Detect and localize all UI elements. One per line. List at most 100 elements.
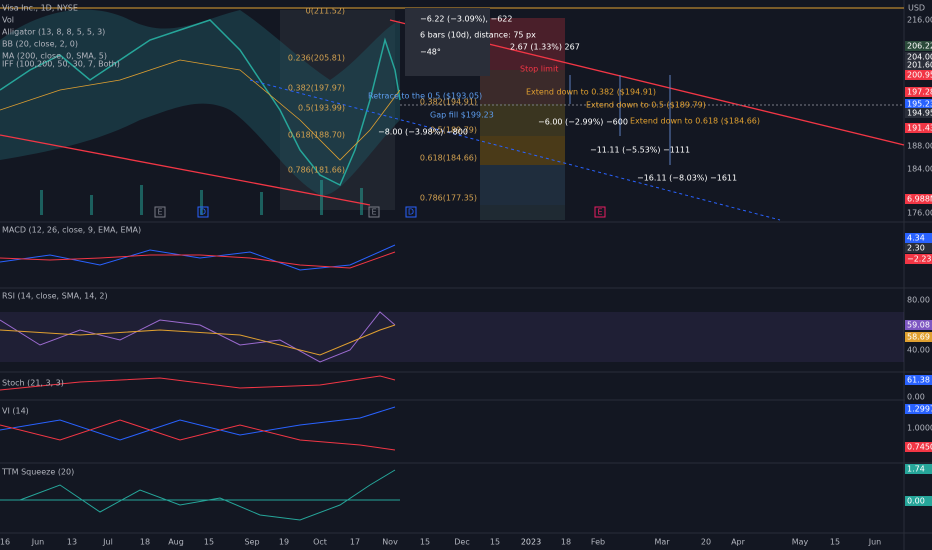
price-label: 201.60 xyxy=(907,61,932,70)
time-label: 15 xyxy=(204,538,214,547)
annotation: 6 bars (10d), distance: 75 px xyxy=(420,31,536,40)
price-tag xyxy=(905,87,932,97)
price-label: −2.23 xyxy=(907,255,932,264)
time-label: 17 xyxy=(350,538,360,547)
time-label: Nov xyxy=(382,538,398,547)
annotation: 2.67 (1.33%) 267 xyxy=(510,43,580,52)
pane-title: Stoch (21, 3, 3) xyxy=(2,379,64,388)
price-label: 191.43 xyxy=(907,124,932,133)
time-label: 19 xyxy=(279,538,289,547)
price-label: 80.00 xyxy=(907,296,930,305)
fib-level: 0.236(205.81) xyxy=(288,54,345,63)
price-tag xyxy=(905,404,932,414)
price-tag xyxy=(905,60,932,70)
annotation: Extend down to 0.382 ($194.91) xyxy=(526,88,656,97)
annotation: Gap fill $199.23 xyxy=(430,111,494,120)
vi-plus xyxy=(0,406,396,441)
price-tag xyxy=(905,52,932,62)
price-label: 200.95 xyxy=(907,71,932,80)
fib-level: 0.382(197.97) xyxy=(288,84,345,93)
price-tag xyxy=(905,464,932,474)
price-tag xyxy=(905,423,932,433)
price-label: 4.34 xyxy=(907,234,925,243)
price-tag xyxy=(905,320,932,330)
price-tag xyxy=(905,375,932,385)
rsi-line xyxy=(0,311,396,363)
price-label: 206.22 xyxy=(907,42,932,51)
annotation: −48° xyxy=(420,48,441,57)
price-tag xyxy=(905,164,932,174)
event-marker xyxy=(594,206,606,218)
event-label: D xyxy=(200,208,206,217)
time-label: 13 xyxy=(67,538,77,547)
annotation: −6.22 (−3.09%), −622 xyxy=(420,15,512,24)
price-tag xyxy=(905,41,932,51)
time-label: Jul xyxy=(102,538,113,547)
ttm-histogram xyxy=(19,469,396,521)
price-label: 0.7450 xyxy=(907,443,932,452)
annotation: Stop limit xyxy=(520,65,558,74)
price-label: 6.988M xyxy=(907,195,932,204)
indicator-legend: IFF (100,200, 50, 30, 7, Both) xyxy=(2,60,120,69)
annotation: −6.00 (−2.99%) −600 xyxy=(538,118,628,127)
price-label: 1.74 xyxy=(907,465,925,474)
price-label: 216.00 xyxy=(907,16,932,25)
fib-level: 0.382(194.91) xyxy=(420,98,477,107)
indicator-legend: Alligator (13, 8, 8, 5, 5, 3) xyxy=(2,28,105,37)
time-label: Dec xyxy=(454,538,469,547)
event-marker xyxy=(197,206,209,218)
time-label: Oct xyxy=(313,538,327,547)
time-label: Mar xyxy=(654,538,670,547)
price-label: 204.00 xyxy=(907,53,932,62)
indicator-legend: BB (20, close, 2, 0) xyxy=(2,40,78,49)
price-label: 61.38 xyxy=(907,376,930,385)
price-label: 58.69 xyxy=(907,333,930,342)
price-tag xyxy=(905,70,932,80)
event-marker xyxy=(405,206,417,218)
indicator-legend: MA (200, close, 0, SMA, 5) xyxy=(2,52,107,61)
time-label: 18 xyxy=(140,538,150,547)
annotation: Extend down to 0.5 ($189.79) xyxy=(586,101,706,110)
fib-level: 0.618(184.66) xyxy=(420,154,477,163)
annotation: −16.11 (−8.03%) −1611 xyxy=(637,174,737,183)
pane-title: MACD (12, 26, close, 9, EMA, EMA) xyxy=(2,226,141,235)
time-label: Aug xyxy=(168,538,184,547)
time-label: 15 xyxy=(420,538,430,547)
fib-level: 0.786(181.66) xyxy=(288,166,345,175)
price-tag xyxy=(905,208,932,218)
event-label: D xyxy=(408,208,414,217)
price-tag xyxy=(905,233,932,243)
event-label: E xyxy=(371,208,376,217)
time-label: 15 xyxy=(490,538,500,547)
stoch-line xyxy=(0,375,396,391)
price-tag xyxy=(905,194,932,204)
time-label: 20 xyxy=(701,538,711,547)
trendline xyxy=(0,134,371,206)
time-label: 18 xyxy=(561,538,571,547)
time-label: 2023 xyxy=(521,538,541,547)
vi-minus xyxy=(0,419,396,451)
time-label: 15 xyxy=(830,538,840,547)
indicator-legend: Vol xyxy=(2,16,14,25)
price-tag xyxy=(905,123,932,133)
price-tag xyxy=(905,496,932,506)
time-label: Feb xyxy=(591,538,605,547)
fib-level: 0.5(193.99) xyxy=(298,104,345,113)
price-path xyxy=(0,19,401,187)
ma-line xyxy=(0,59,401,161)
fib-level: 0.5(189.79) xyxy=(430,126,477,135)
annotation: Extend down to 0.618 ($184.66) xyxy=(630,117,760,126)
price-tag xyxy=(905,15,932,25)
price-tag xyxy=(905,99,932,109)
time-label: Sep xyxy=(244,538,259,547)
volume-bars xyxy=(40,180,363,215)
event-marker xyxy=(154,206,166,218)
extension-arrows xyxy=(569,75,671,165)
event-marker xyxy=(368,206,380,218)
price-label: 1.2997 xyxy=(907,405,932,414)
rsi-ma xyxy=(0,324,396,356)
price-tag xyxy=(905,141,932,151)
